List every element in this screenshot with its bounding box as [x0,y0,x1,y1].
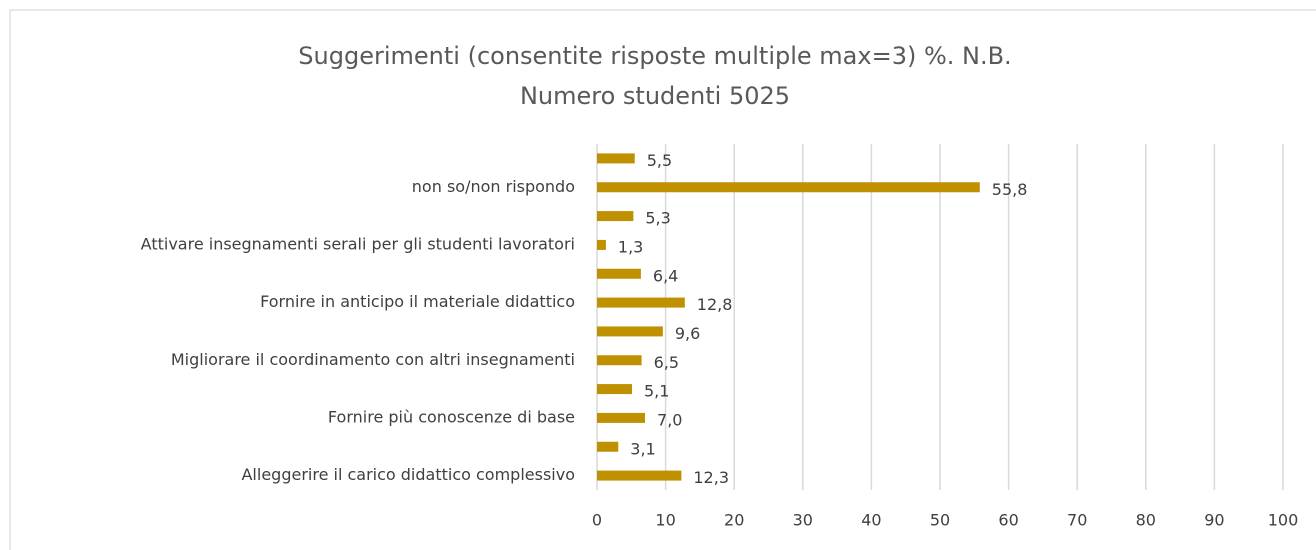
bar [597,268,641,279]
data-label: 3,1 [630,439,655,458]
x-tick-label: 40 [861,511,881,530]
x-tick-label: 60 [998,511,1018,530]
y-tick-label: Alleggerire il carico didattico compless… [241,465,575,484]
chart-border [9,9,1316,550]
data-label: 5,3 [645,209,670,228]
data-label: 5,5 [647,151,672,170]
data-label: 6,5 [654,353,679,372]
x-tick-label: 70 [1067,511,1087,530]
x-tick-label: 20 [724,511,744,530]
data-label: 12,3 [693,468,729,487]
bar [597,297,685,308]
bar [597,355,642,366]
x-tick-label: 80 [1136,511,1156,530]
bar [597,441,619,452]
bar [597,239,606,250]
data-label: 12,8 [697,295,733,314]
x-tick-label: 90 [1204,511,1224,530]
y-tick-label: Fornire più conoscenze di base [328,407,575,426]
x-tick-label: 50 [930,511,950,530]
bar [597,153,635,164]
x-tick-label: 0 [592,511,602,530]
y-tick-label: Migliorare il coordinamento con altri in… [171,350,575,369]
y-tick-label: Attivare insegnamenti serali per gli stu… [141,234,575,253]
x-tick-label: 100 [1268,511,1299,530]
data-label: 5,1 [644,382,669,401]
data-label: 9,6 [675,324,700,343]
data-label: 7,0 [657,410,682,429]
bar [597,412,646,423]
x-tick-label: 30 [793,511,813,530]
chart-title: Suggerimenti (consentite risposte multip… [298,42,1012,110]
y-tick-label: non so/non rispondo [412,177,575,196]
data-label: 1,3 [618,237,643,256]
bar [597,211,634,222]
data-label: 6,4 [653,266,678,285]
bar [597,182,980,193]
y-tick-label: Fornire in anticipo il materiale didatti… [260,292,575,311]
data-label: 55,8 [992,180,1028,199]
bar [597,384,632,395]
bar [597,326,663,337]
x-tick-label: 10 [655,511,675,530]
bar [597,470,682,481]
